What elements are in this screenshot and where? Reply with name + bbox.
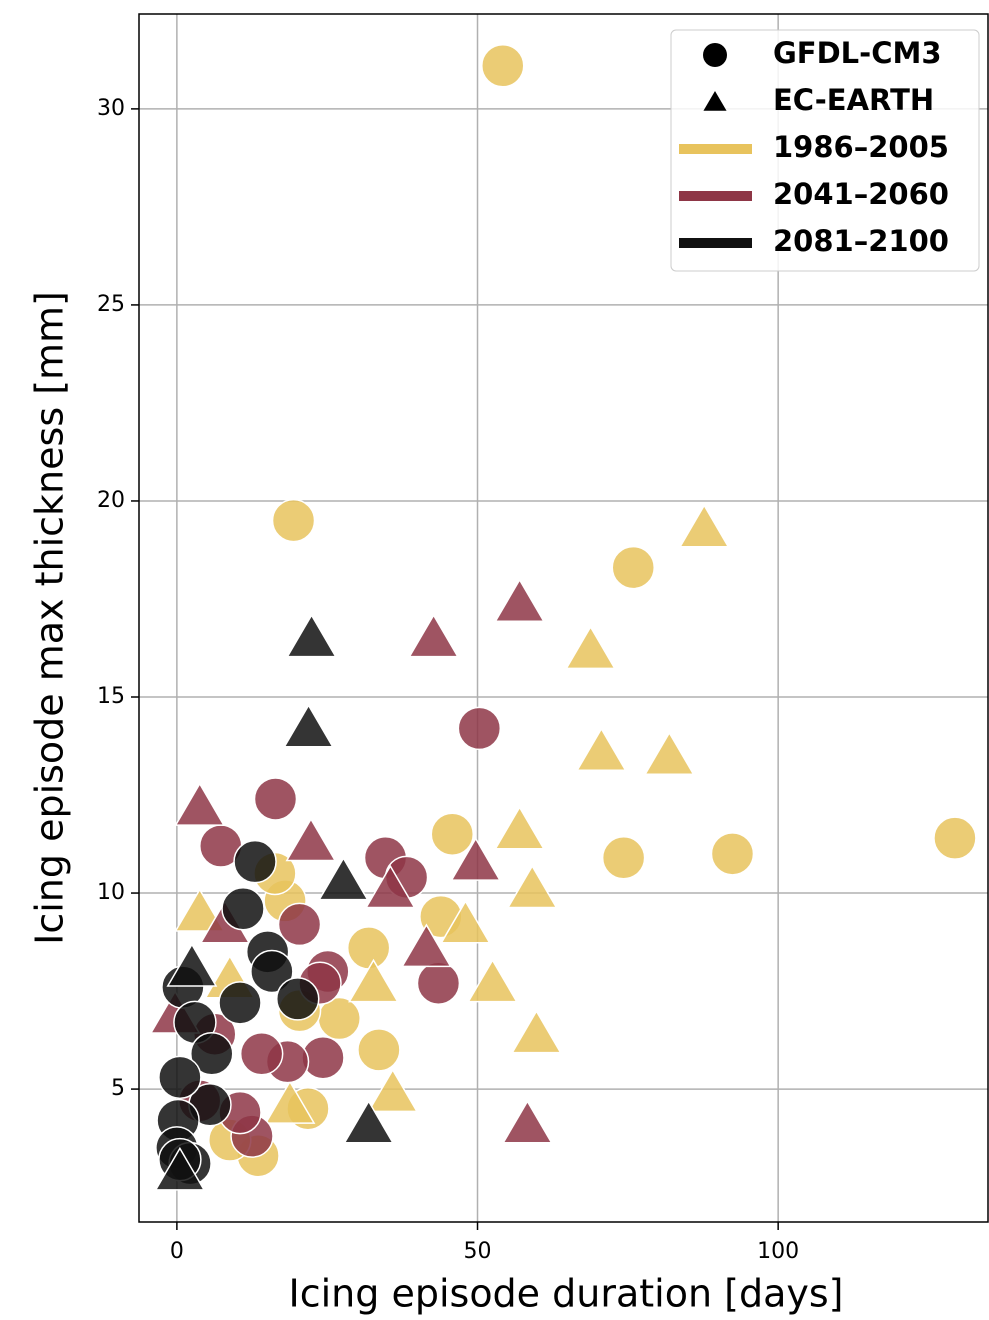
y-tick-label: 5 [111, 1076, 125, 1101]
triangle-marker [703, 91, 727, 111]
legend-label: 1986–2005 [773, 130, 949, 164]
x-tick-label: 100 [757, 1239, 799, 1264]
y-tick-label: 15 [97, 684, 125, 709]
x-axis-label: Icing episode duration [days] [289, 1272, 844, 1316]
point [611, 545, 655, 590]
point [250, 949, 294, 994]
point [233, 839, 277, 884]
point [501, 1099, 553, 1144]
point [364, 864, 416, 909]
point [710, 832, 755, 876]
point [275, 977, 320, 1021]
legend-label: 2081–2100 [773, 224, 949, 258]
legend-label: GFDL-CM3 [773, 36, 942, 70]
legend-swatch [679, 191, 752, 201]
point [154, 1146, 206, 1191]
point [174, 888, 226, 932]
point [416, 961, 461, 1005]
point [190, 1032, 234, 1076]
point [218, 981, 262, 1025]
point [283, 703, 335, 748]
y-tick-label: 20 [97, 488, 125, 513]
point [494, 805, 546, 850]
point [357, 1028, 401, 1072]
point [343, 1099, 395, 1144]
point [430, 812, 475, 856]
point [440, 899, 491, 944]
y-axis-label: Icing episode max thickness [mm] [28, 291, 72, 945]
legend: GFDL-CM3 EC-EARTH 1986–2005 2041–2060 2081–2… [670, 29, 980, 272]
point [277, 902, 322, 947]
point [253, 777, 298, 821]
point [933, 816, 977, 860]
legend-swatch [679, 238, 752, 248]
legend-label: EC-EARTH [773, 83, 934, 117]
y-tick-label: 10 [97, 880, 125, 905]
point [457, 706, 502, 751]
legend-swatch [679, 144, 752, 154]
point [450, 837, 502, 881]
point [271, 498, 316, 543]
point [643, 731, 695, 775]
point [239, 1032, 284, 1076]
point [506, 864, 558, 909]
point [367, 1068, 419, 1113]
plot-frame [138, 13, 989, 1223]
x-tick-label: 50 [464, 1239, 492, 1264]
point [285, 817, 337, 862]
point [510, 1009, 562, 1054]
point [317, 856, 369, 901]
legend-label: 2041–2060 [773, 177, 949, 211]
y-tick-label: 30 [97, 96, 125, 121]
legend-box [670, 29, 980, 272]
point [408, 613, 460, 658]
point [400, 923, 452, 968]
point [565, 625, 617, 670]
y-tick-label: 25 [97, 292, 125, 317]
circle-marker [703, 43, 727, 67]
point [494, 578, 546, 623]
point [221, 886, 265, 931]
point [467, 958, 519, 1003]
point [575, 727, 627, 772]
point [601, 836, 646, 880]
point [481, 44, 525, 88]
point [264, 1080, 316, 1124]
point [346, 926, 391, 970]
point [348, 958, 399, 1003]
point [158, 1055, 202, 1100]
point [678, 503, 730, 548]
point [286, 613, 338, 658]
marks [149, 44, 977, 1191]
point [174, 782, 226, 826]
point [166, 943, 218, 987]
x-tick-label: 0 [170, 1239, 184, 1264]
